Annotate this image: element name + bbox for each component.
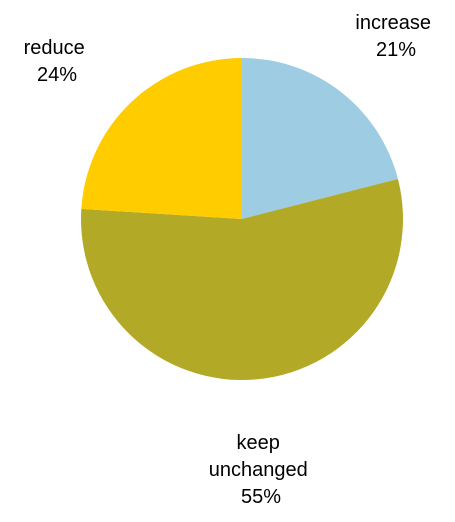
label-keep-unchanged: keep unchanged 55%: [209, 432, 314, 508]
label-keep-unchanged-value: 55%: [241, 486, 281, 508]
label-reduce: reduce 24%: [24, 37, 91, 86]
label-increase-value: 21%: [376, 39, 416, 61]
pie-slices: [81, 58, 403, 380]
label-keep-unchanged-line1: keep: [237, 432, 280, 454]
label-increase-name: increase: [355, 12, 431, 34]
slice-reduce: [81, 58, 242, 219]
label-increase: increase 21%: [355, 12, 436, 61]
label-keep-unchanged-line2: unchanged: [209, 459, 308, 481]
label-reduce-value: 24%: [37, 64, 77, 86]
label-reduce-name: reduce: [24, 37, 85, 59]
